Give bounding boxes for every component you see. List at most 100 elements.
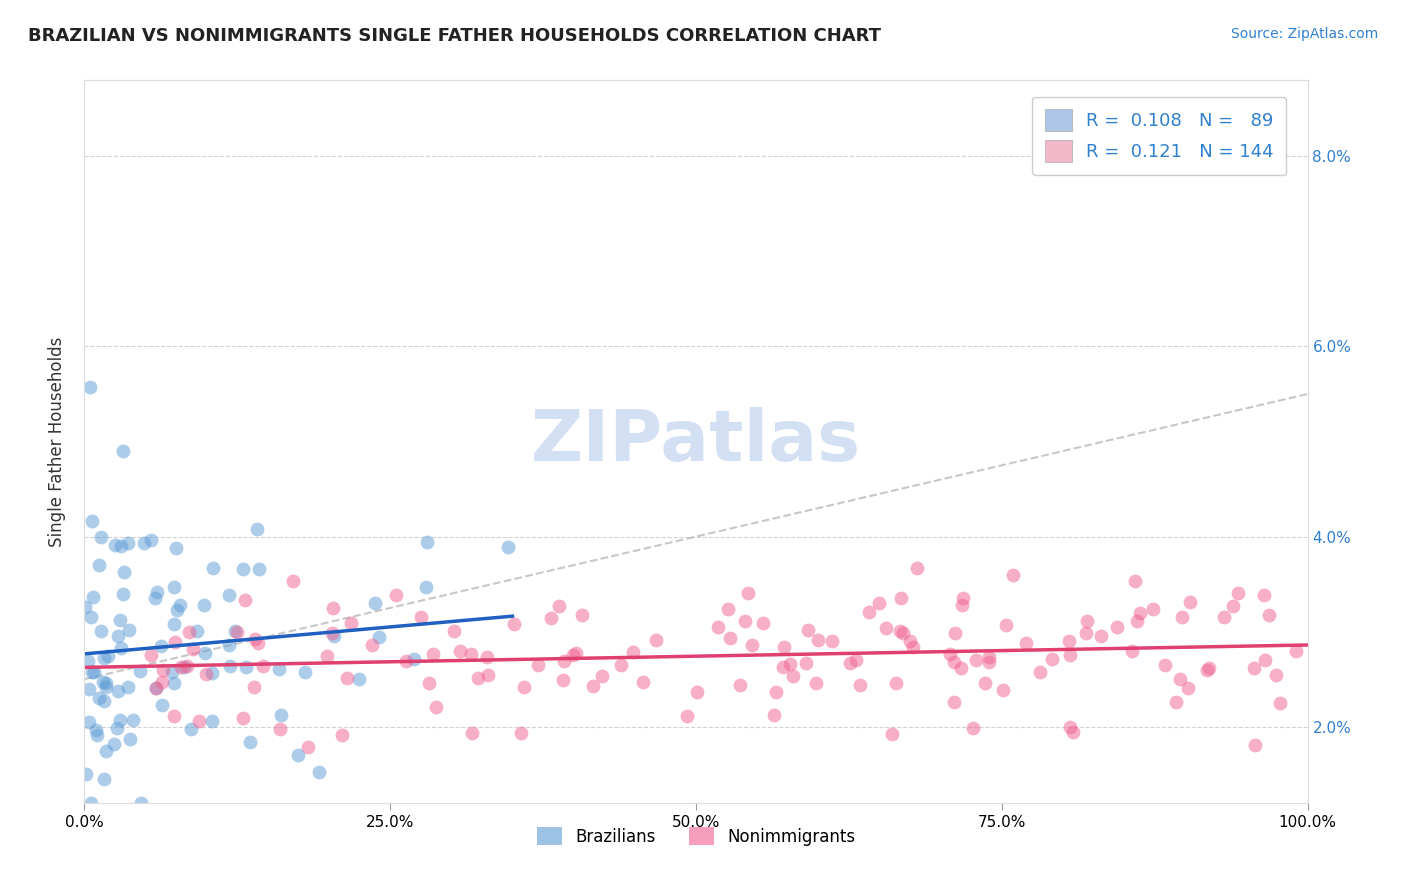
- Point: [201, 714, 224, 728]
- Point: [561, 648, 583, 662]
- Point: [340, 615, 363, 630]
- Point: [880, 726, 903, 740]
- Point: [94, 743, 117, 757]
- Point: [76, 654, 98, 668]
- Point: [232, 562, 254, 576]
- Point: [467, 671, 489, 685]
- Point: [232, 711, 254, 725]
- Point: [239, 735, 262, 749]
- Point: [86, 723, 108, 738]
- Point: [77, 682, 100, 697]
- Point: [858, 606, 880, 620]
- Point: [385, 588, 408, 602]
- Point: [224, 624, 246, 638]
- Point: [163, 634, 186, 648]
- Point: [443, 624, 465, 639]
- Point: [80, 609, 103, 624]
- Point: [718, 632, 741, 646]
- Point: [150, 698, 173, 713]
- Point: [108, 613, 131, 627]
- Point: [83, 665, 105, 680]
- Point: [1129, 606, 1152, 620]
- Point: [90, 624, 112, 638]
- Point: [540, 611, 562, 625]
- Point: [173, 659, 195, 673]
- Point: [162, 616, 184, 631]
- Point: [475, 649, 498, 664]
- Point: [839, 657, 862, 671]
- Point: [163, 580, 186, 594]
- Point: [734, 614, 756, 628]
- Point: [845, 653, 868, 667]
- Point: [297, 739, 319, 754]
- Point: [974, 676, 997, 690]
- Point: [965, 652, 987, 666]
- Point: [336, 671, 359, 685]
- Point: [1178, 595, 1201, 609]
- Point: [132, 536, 155, 550]
- Point: [411, 610, 433, 624]
- Point: [950, 661, 973, 675]
- Point: [104, 538, 127, 552]
- Point: [75, 767, 97, 781]
- Point: [152, 663, 174, 677]
- Point: [591, 669, 613, 683]
- Point: [404, 652, 426, 666]
- Point: [80, 514, 103, 528]
- Point: [415, 580, 437, 594]
- Point: [621, 645, 644, 659]
- Point: [110, 640, 132, 655]
- Point: [267, 662, 290, 676]
- Point: [797, 623, 820, 637]
- Point: [111, 443, 134, 458]
- Point: [128, 665, 150, 679]
- Point: [1257, 608, 1279, 623]
- Point: [772, 640, 794, 654]
- Point: [938, 648, 960, 662]
- Point: [728, 678, 751, 692]
- Point: [772, 660, 794, 674]
- Point: [1244, 738, 1267, 752]
- Point: [1040, 652, 1063, 666]
- Point: [582, 679, 605, 693]
- Point: [180, 723, 202, 737]
- Point: [176, 659, 198, 673]
- Point: [91, 674, 114, 689]
- Point: [1105, 620, 1128, 634]
- Point: [943, 655, 966, 669]
- Point: [1059, 648, 1081, 662]
- Point: [460, 647, 482, 661]
- Point: [181, 642, 204, 657]
- Point: [103, 737, 125, 751]
- Point: [193, 598, 215, 612]
- Point: [80, 796, 103, 810]
- Point: [188, 714, 211, 729]
- Point: [449, 644, 471, 658]
- Point: [1029, 665, 1052, 679]
- Point: [294, 665, 316, 679]
- Point: [425, 700, 447, 714]
- Point: [1121, 644, 1143, 658]
- Point: [564, 646, 586, 660]
- Point: [107, 629, 129, 643]
- Point: [1074, 626, 1097, 640]
- Point: [107, 684, 129, 698]
- Point: [553, 673, 575, 687]
- Point: [316, 648, 339, 663]
- Point: [141, 648, 163, 662]
- Point: [169, 599, 191, 613]
- Point: [117, 680, 139, 694]
- Point: [283, 574, 305, 589]
- Point: [247, 562, 270, 576]
- Point: [548, 599, 571, 613]
- Point: [233, 592, 256, 607]
- Point: [163, 709, 186, 723]
- Point: [146, 585, 169, 599]
- Point: [149, 639, 172, 653]
- Point: [943, 695, 966, 709]
- Point: [117, 536, 139, 550]
- Point: [884, 676, 907, 690]
- Point: [979, 655, 1001, 669]
- Point: [1171, 609, 1194, 624]
- Point: [498, 540, 520, 554]
